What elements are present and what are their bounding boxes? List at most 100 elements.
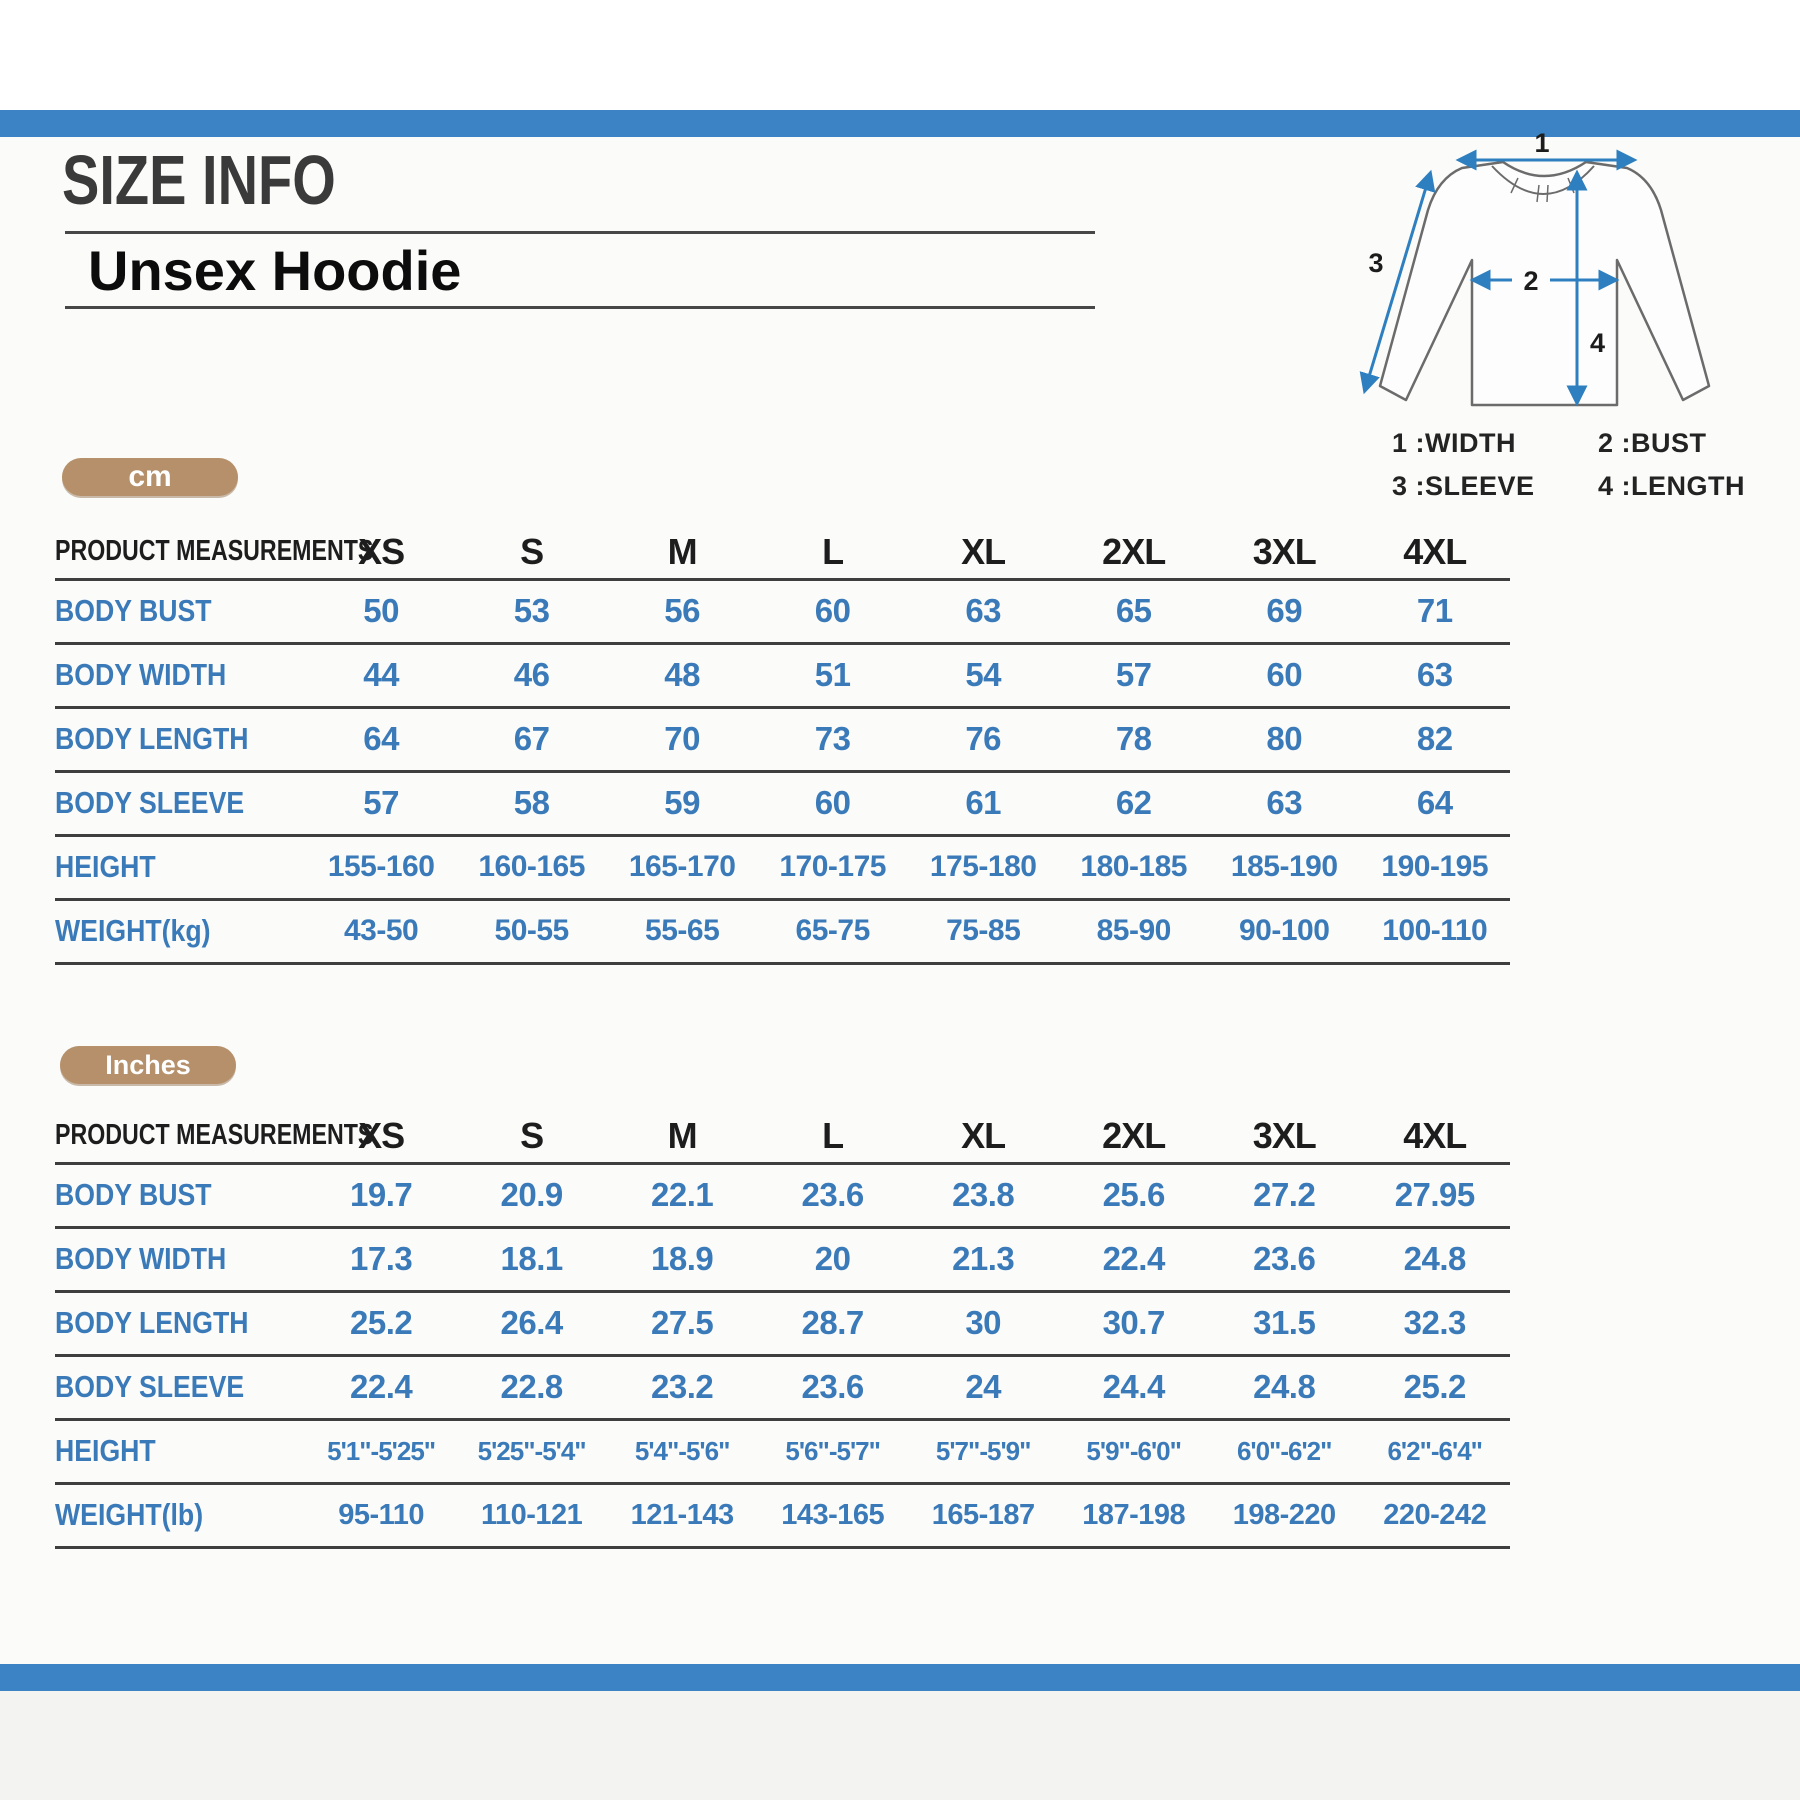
- size-value: 23.8: [952, 1176, 1015, 1213]
- size-value: 64: [363, 720, 399, 757]
- size-value: 17.3: [350, 1240, 413, 1277]
- size-value: 110-121: [480, 1498, 583, 1531]
- table-row: BODY LENGTH 64 67 70 73 76 78 80 82: [55, 707, 1510, 771]
- size-value: 60: [814, 592, 851, 629]
- sleeve-arrow-number: 3: [1368, 248, 1383, 278]
- size-value: 63: [1266, 784, 1303, 821]
- size-value: 76: [965, 720, 1002, 757]
- size-value: 180-185: [1080, 850, 1187, 883]
- row-label: BODY BUST: [55, 1177, 212, 1212]
- size-value: 90-100: [1239, 914, 1330, 947]
- top-accent-bar: [0, 110, 1800, 137]
- size-value: 65-75: [795, 914, 871, 947]
- title-divider-bottom: [65, 306, 1095, 309]
- size-value: 5'4"-5'6": [634, 1435, 731, 1466]
- col-header-size: M: [667, 1114, 698, 1156]
- sleeve-arrow: [1359, 169, 1436, 395]
- row-label: HEIGHT: [55, 849, 156, 884]
- size-value: 71: [1416, 592, 1453, 629]
- title-divider-top: [65, 231, 1095, 234]
- diagram-legend: 1 :WIDTH 2 :BUST 3 :SLEEVE 4 :LENGTH: [1392, 428, 1745, 502]
- hoodie-outline: [1378, 160, 1711, 407]
- size-value: 58: [513, 784, 550, 821]
- col-header-size: XS: [358, 530, 405, 572]
- size-value: 78: [1115, 720, 1152, 757]
- size-value: 187-198: [1082, 1498, 1186, 1531]
- size-value: 57: [1115, 656, 1152, 693]
- size-value: 85-90: [1096, 914, 1172, 947]
- col-header-size: S: [520, 530, 544, 572]
- size-value: 43-50: [344, 914, 419, 947]
- size-value: 5'6"-5'7": [785, 1435, 881, 1466]
- size-value: 26.4: [500, 1304, 564, 1341]
- size-value: 185-190: [1230, 850, 1338, 883]
- size-value: 46: [513, 656, 550, 693]
- col-header-measurements: PRODUCT MEASUREMENTS: [55, 1119, 374, 1152]
- size-value: 32.3: [1403, 1304, 1467, 1341]
- size-value: 57: [363, 784, 399, 821]
- row-label: WEIGHT(lb): [55, 1497, 204, 1532]
- col-header-size: 2XL: [1102, 530, 1166, 572]
- size-value: 70: [664, 720, 700, 757]
- size-value: 100-110: [1382, 914, 1488, 947]
- legend-item-sleeve: 3 :SLEEVE: [1392, 471, 1535, 501]
- size-value: 55-65: [645, 914, 720, 947]
- size-value: 61: [965, 784, 1002, 821]
- size-value: 28.7: [801, 1304, 865, 1341]
- hoodie-measurement-diagram: 1 2 3 4: [1359, 130, 1711, 407]
- size-value: 5'1"-5'25": [327, 1435, 436, 1466]
- size-value: 80: [1266, 720, 1303, 757]
- size-value: 63: [965, 592, 1002, 629]
- unit-badge-inches: Inches: [60, 1046, 236, 1084]
- size-value: 60: [814, 784, 851, 821]
- size-value: 20.9: [500, 1176, 564, 1213]
- col-header-size: S: [520, 1114, 544, 1156]
- table-row: BODY LENGTH 25.2 26.4 27.5 28.7 30 30.7 31.5 32.…: [55, 1291, 1510, 1355]
- row-label: BODY SLEEVE: [55, 1369, 245, 1404]
- size-value: 95-110: [338, 1498, 424, 1531]
- size-value: 170-175: [779, 850, 886, 883]
- size-value: 190-195: [1381, 850, 1489, 883]
- size-value: 44: [363, 656, 399, 693]
- table-row: BODY WIDTH 17.3 18.1 18.9 20 21.3 22.4 23.6 24.8: [55, 1227, 1510, 1291]
- size-value: 18.9: [651, 1240, 714, 1277]
- col-header-size: XL: [961, 1114, 1006, 1156]
- col-header-size: XL: [961, 530, 1006, 572]
- col-header-measurements: PRODUCT MEASUREMENTS: [55, 535, 374, 568]
- col-header-size: M: [667, 530, 698, 572]
- size-value: 27.95: [1394, 1176, 1476, 1213]
- row-label: HEIGHT: [55, 1433, 156, 1468]
- size-value: 82: [1416, 720, 1453, 757]
- product-name: Unsex Hoodie: [88, 239, 462, 302]
- row-label: BODY LENGTH: [55, 721, 249, 756]
- size-value: 21.3: [952, 1240, 1015, 1277]
- size-value: 24.4: [1102, 1368, 1166, 1405]
- size-value: 20: [814, 1240, 851, 1277]
- col-header-size: 4XL: [1403, 1114, 1467, 1156]
- table-row: BODY SLEEVE 22.4 22.8 23.2 23.6 24 24.4 24.8 25.…: [55, 1355, 1510, 1419]
- size-value: 56: [664, 592, 700, 629]
- size-value: 175-180: [929, 850, 1037, 883]
- size-value: 23.6: [801, 1176, 865, 1213]
- size-value: 53: [513, 592, 550, 629]
- size-value: 48: [664, 656, 700, 693]
- row-label: BODY LENGTH: [55, 1305, 249, 1340]
- size-value: 54: [965, 656, 1002, 693]
- size-value: 19.7: [350, 1176, 413, 1213]
- table-row: BODY WIDTH 44 46 48 51 54 57 60 63: [55, 643, 1510, 707]
- table-row: BODY BUST 50 53 56 60 63 65 69 71: [55, 579, 1510, 643]
- size-value: 65: [1115, 592, 1152, 629]
- size-value: 50-55: [494, 914, 570, 947]
- row-label: BODY BUST: [55, 593, 212, 628]
- size-value: 51: [814, 656, 851, 693]
- size-value: 30: [965, 1304, 1002, 1341]
- size-value: 24: [965, 1368, 1002, 1405]
- size-value: 18.1: [500, 1240, 564, 1277]
- size-value: 30.7: [1102, 1304, 1166, 1341]
- size-value: 23.2: [651, 1368, 714, 1405]
- table-row: WEIGHT(lb) 95-110 110-121 121-143 143-165 165…: [55, 1483, 1510, 1547]
- size-value: 155-160: [327, 850, 435, 883]
- table-row: BODY BUST 19.7 20.9 22.1 23.6 23.8 25.6 27.2 27.…: [55, 1163, 1510, 1227]
- size-value: 63: [1416, 656, 1453, 693]
